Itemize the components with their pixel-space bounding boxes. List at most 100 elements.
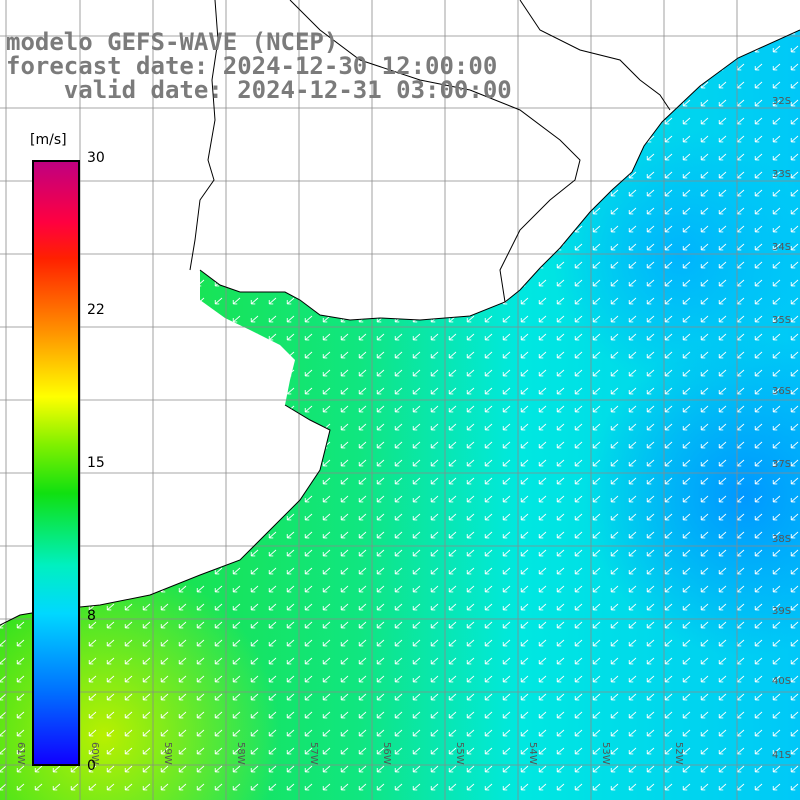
wind-arrow bbox=[682, 297, 691, 305]
wind-arrow bbox=[250, 387, 259, 395]
wind-arrow bbox=[772, 279, 781, 287]
wind-arrow bbox=[394, 675, 403, 683]
wind-arrow bbox=[106, 405, 115, 413]
wind-arrow bbox=[466, 639, 475, 647]
wind-arrow bbox=[106, 369, 115, 377]
wind-arrow bbox=[592, 243, 601, 251]
wind-arrow bbox=[700, 261, 709, 269]
wind-arrow bbox=[682, 711, 691, 719]
wind-arrow bbox=[250, 621, 259, 629]
wind-arrow bbox=[592, 45, 601, 53]
wind-arrow bbox=[646, 207, 655, 215]
wind-arrow bbox=[682, 783, 691, 791]
wind-arrow bbox=[790, 135, 799, 143]
wind-arrow bbox=[394, 297, 403, 305]
wind-arrow bbox=[700, 441, 709, 449]
wind-arrow bbox=[268, 117, 277, 125]
wind-arrow bbox=[754, 675, 763, 683]
wind-arrow bbox=[0, 765, 7, 773]
wind-arrow bbox=[340, 675, 349, 683]
wind-arrow bbox=[88, 693, 97, 701]
wind-arrow bbox=[718, 45, 727, 53]
wind-arrow bbox=[484, 675, 493, 683]
wind-arrow bbox=[214, 315, 223, 323]
wind-arrow bbox=[592, 351, 601, 359]
wind-arrow bbox=[628, 297, 637, 305]
wind-arrow bbox=[376, 279, 385, 287]
wind-arrow bbox=[376, 513, 385, 521]
wind-arrow bbox=[376, 783, 385, 791]
wind-arrow bbox=[16, 135, 25, 143]
wind-arrow bbox=[484, 405, 493, 413]
wind-arrow bbox=[340, 387, 349, 395]
wind-arrow bbox=[0, 315, 7, 323]
wind-arrow bbox=[376, 297, 385, 305]
wind-arrow bbox=[286, 585, 295, 593]
wind-arrow bbox=[502, 243, 511, 251]
wind-arrow bbox=[106, 531, 115, 539]
wind-arrow bbox=[124, 279, 133, 287]
wind-arrow bbox=[268, 207, 277, 215]
wind-arrow bbox=[772, 153, 781, 161]
wind-arrow bbox=[772, 171, 781, 179]
wind-arrow bbox=[556, 531, 565, 539]
wind-arrow bbox=[484, 243, 493, 251]
wind-arrow bbox=[538, 63, 547, 71]
wind-arrow bbox=[358, 783, 367, 791]
wind-arrow bbox=[286, 729, 295, 737]
wind-arrow bbox=[628, 765, 637, 773]
wind-arrow bbox=[628, 63, 637, 71]
wind-arrow bbox=[268, 567, 277, 575]
wind-arrow bbox=[628, 99, 637, 107]
wind-arrow bbox=[232, 783, 241, 791]
wind-arrow bbox=[88, 675, 97, 683]
wind-arrow bbox=[178, 351, 187, 359]
wind-arrow bbox=[592, 711, 601, 719]
model-name: modelo GEFS-WAVE (NCEP) bbox=[6, 28, 339, 56]
wind-arrow bbox=[790, 351, 799, 359]
wind-arrow bbox=[106, 423, 115, 431]
wind-arrow bbox=[358, 765, 367, 773]
coastline-north bbox=[519, 0, 671, 111]
wind-arrow bbox=[106, 189, 115, 197]
wind-arrow bbox=[556, 99, 565, 107]
wind-arrow bbox=[124, 297, 133, 305]
wind-arrow bbox=[160, 513, 169, 521]
wind-arrow bbox=[286, 261, 295, 269]
wind-arrow bbox=[718, 549, 727, 557]
wind-arrow bbox=[610, 567, 619, 575]
wind-arrow bbox=[412, 387, 421, 395]
wind-arrow bbox=[304, 729, 313, 737]
wind-arrow bbox=[160, 765, 169, 773]
longitude-label: 56W bbox=[381, 742, 392, 765]
wind-arrow bbox=[340, 333, 349, 341]
wind-arrow bbox=[322, 513, 331, 521]
wind-arrow bbox=[304, 225, 313, 233]
wind-arrow bbox=[232, 153, 241, 161]
wind-arrow bbox=[646, 693, 655, 701]
wind-arrow bbox=[322, 531, 331, 539]
wind-arrow bbox=[772, 315, 781, 323]
wind-arrow bbox=[88, 207, 97, 215]
wind-arrow bbox=[160, 171, 169, 179]
wind-arrow bbox=[790, 333, 799, 341]
wind-arrow bbox=[628, 261, 637, 269]
wind-arrow bbox=[772, 747, 781, 755]
wind-arrow bbox=[268, 621, 277, 629]
wind-arrow bbox=[466, 297, 475, 305]
wind-arrow bbox=[196, 351, 205, 359]
wind-arrow bbox=[268, 585, 277, 593]
wind-arrow bbox=[430, 279, 439, 287]
wind-arrow bbox=[538, 81, 547, 89]
wind-arrow bbox=[322, 711, 331, 719]
wind-arrow bbox=[466, 207, 475, 215]
wind-arrow bbox=[160, 603, 169, 611]
wind-arrow bbox=[142, 315, 151, 323]
wind-arrow bbox=[790, 747, 799, 755]
wind-arrow bbox=[484, 225, 493, 233]
wind-arrow bbox=[520, 225, 529, 233]
wind-arrow bbox=[196, 657, 205, 665]
wind-arrow bbox=[358, 117, 367, 125]
